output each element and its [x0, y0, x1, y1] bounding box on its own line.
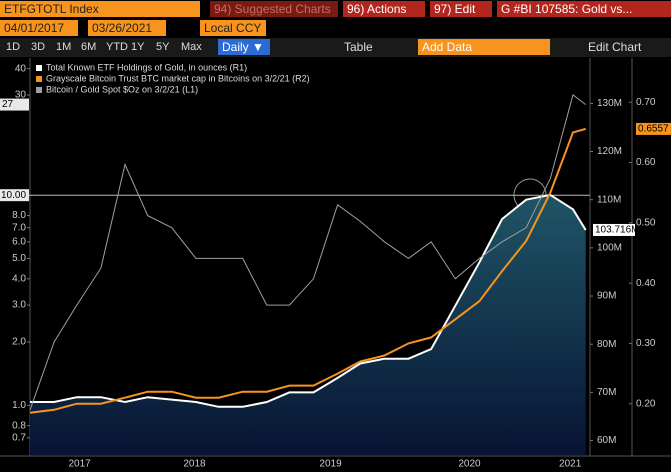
tick-label: 40 [15, 63, 27, 74]
range-button[interactable]: 1M [56, 41, 72, 53]
range-button[interactable]: 1D [6, 41, 21, 53]
x-tick-label: 2019 [319, 459, 342, 470]
tick-label: 0.50 [636, 217, 656, 228]
last-value-box [593, 223, 635, 236]
tick-label: 30 [15, 90, 27, 101]
start-date[interactable]: 04/01/2017 [0, 20, 78, 36]
tick-label: 0.60 [636, 157, 656, 168]
range-button[interactable]: 5Y [156, 41, 170, 53]
tick-label: 80M [597, 339, 616, 350]
tick-label: 5.0 [12, 253, 26, 264]
area [30, 194, 586, 455]
ticker-field[interactable]: ETFGTOTL Index [0, 1, 200, 17]
last-value-box [636, 122, 671, 135]
range-bar: Daily ▼ Table Add Data Edit Chart 1D 3D 1M… [0, 38, 671, 57]
tick-label: 130M [597, 98, 622, 109]
tick-label: 100M [597, 243, 622, 254]
legend-label: Bitcoin / Gold Spot $Oz on 3/2/21 (L1) [46, 84, 198, 94]
currency-field[interactable]: Local CCY [200, 20, 266, 36]
title-bar: ETFGTOTL Index 94) Suggested Charts 96) … [0, 0, 671, 18]
tick-label: 1.0 [12, 400, 26, 411]
tick-label: 70M [597, 387, 616, 398]
legend-label: Grayscale Bitcoin Trust BTC market cap i… [46, 73, 310, 83]
range-button[interactable]: Max [181, 41, 202, 53]
range-button[interactable]: 3D [31, 41, 46, 53]
tick-label: 2.0 [12, 337, 26, 348]
end-date[interactable]: 03/26/2021 [88, 20, 166, 36]
series-line [29, 94, 587, 411]
x-tick-label: 2018 [183, 459, 206, 470]
last-value-label: 103.716M [595, 225, 639, 236]
chart-title: G #BI 107585: Gold vs... [497, 1, 671, 17]
last-value-label: 0.6557 [638, 124, 669, 135]
tick-label: 0.20 [636, 398, 656, 409]
tick-label: 0.30 [636, 338, 656, 349]
last-value-label: 27 [2, 99, 14, 110]
x-tick-label: 2021 [559, 459, 582, 470]
tick-label: 8.0 [12, 210, 26, 221]
chart: 0.70.8 1.0 2.0 3.0 4.0 5.0 6.0 7.08.0 30 40 60M 70M… [0, 58, 671, 470]
actions-button[interactable]: 96) Actions [343, 1, 425, 17]
table-button[interactable]: Table [344, 40, 373, 54]
reference-label-box [0, 189, 29, 202]
x-tick-label: 2017 [68, 459, 91, 470]
last-value-box [0, 98, 29, 111]
tick-label: 3.0 [12, 300, 26, 311]
tick-label: 0.8 [12, 420, 26, 431]
tick-label: 6.0 [12, 236, 26, 247]
add-data-field[interactable]: Add Data [418, 39, 550, 55]
legend-swatch [36, 87, 42, 93]
range-button[interactable]: 6M [81, 41, 97, 53]
tick-label: 110M [597, 194, 621, 205]
tick-label: 90M [597, 291, 616, 302]
tick-label: 0.70 [636, 97, 656, 108]
range-button[interactable]: YTD [106, 41, 128, 53]
legend-swatch [36, 76, 42, 82]
tick-label: 60M [597, 435, 616, 446]
tick-label: 4.0 [12, 273, 26, 284]
edit-button[interactable]: 97) Edit [430, 1, 492, 17]
range-button[interactable]: 1Y [131, 41, 145, 53]
tick-label: 7.0 [12, 222, 26, 233]
legend-label: Total Known ETF Holdings of Gold, in oun… [46, 62, 247, 72]
tick-label: 0.7 [12, 432, 26, 443]
tick-label: 0.40 [636, 278, 656, 289]
series-line [29, 127, 586, 414]
tick-label: 120M [597, 146, 622, 157]
series-line [30, 193, 587, 408]
frequency-button[interactable]: Daily ▼ [218, 39, 270, 55]
reference-label: 10.00 [1, 190, 26, 201]
suggested-button[interactable]: 94) Suggested Charts [210, 1, 338, 17]
date-bar: 04/01/2017 03/26/2021 Local CCY [0, 19, 671, 37]
x-tick-label: 2020 [458, 459, 481, 470]
legend-swatch [36, 65, 42, 71]
edit-chart-button[interactable]: Edit Chart [588, 40, 642, 54]
